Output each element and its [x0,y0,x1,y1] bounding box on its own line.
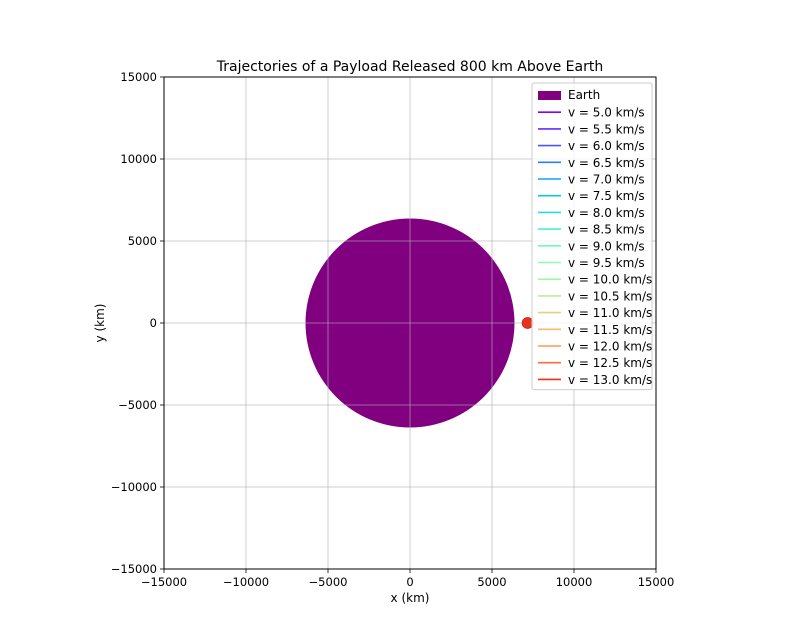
x-tick-label: 0 [406,575,413,589]
release-point-marker [521,317,534,329]
legend-label: v = 9.0 km/s [568,239,645,253]
legend-label: v = 11.0 km/s [568,306,652,320]
legend-label: v = 5.5 km/s [568,122,645,136]
y-tick-label: 15000 [120,70,157,84]
x-tick-label: −10000 [223,575,269,589]
legend-label: v = 12.0 km/s [568,340,652,354]
legend-label: v = 6.5 km/s [568,156,645,170]
legend-swatch-earth [538,91,561,100]
y-tick-label: −10000 [111,480,157,494]
legend-label: v = 9.5 km/s [568,256,645,270]
legend-label: v = 8.5 km/s [568,223,645,237]
legend: Earth v = 5.0 km/s v = 5.5 km/s v = 6.0 km/… [531,82,653,391]
legend-box [531,82,653,391]
y-tick-label: 10000 [120,152,157,166]
legend-label-earth: Earth [568,88,600,102]
y-axis-label: y (km) [93,304,107,343]
y-tick-label: −15000 [111,562,157,576]
x-tick-label: −15000 [141,575,187,589]
y-tick-label: −5000 [118,398,157,412]
x-tick-label: 15000 [638,575,675,589]
legend-label: v = 11.5 km/s [568,323,652,337]
legend-label: v = 12.5 km/s [568,356,652,370]
legend-label: v = 8.0 km/s [568,206,645,220]
plot-area: −15000 −10000 −5000 0 5000 10000 15000 −15000 −1… [111,70,675,589]
legend-label: v = 6.0 km/s [568,139,645,153]
x-tick-label: 5000 [477,575,506,589]
legend-label: v = 5.0 km/s [568,106,645,120]
legend-label: v = 10.5 km/s [568,289,652,303]
y-tick-label: 0 [150,316,157,330]
x-axis-label: x (km) [391,591,430,605]
legend-label: v = 7.0 km/s [568,173,645,187]
x-tick-label: 10000 [556,575,593,589]
legend-label: v = 7.5 km/s [568,189,645,203]
legend-label: v = 10.0 km/s [568,273,652,287]
legend-label: v = 13.0 km/s [568,373,652,387]
x-tick-label: −5000 [309,575,348,589]
chart-title: Trajectories of a Payload Released 800 k… [216,59,603,75]
y-tick-label: 5000 [128,234,157,248]
